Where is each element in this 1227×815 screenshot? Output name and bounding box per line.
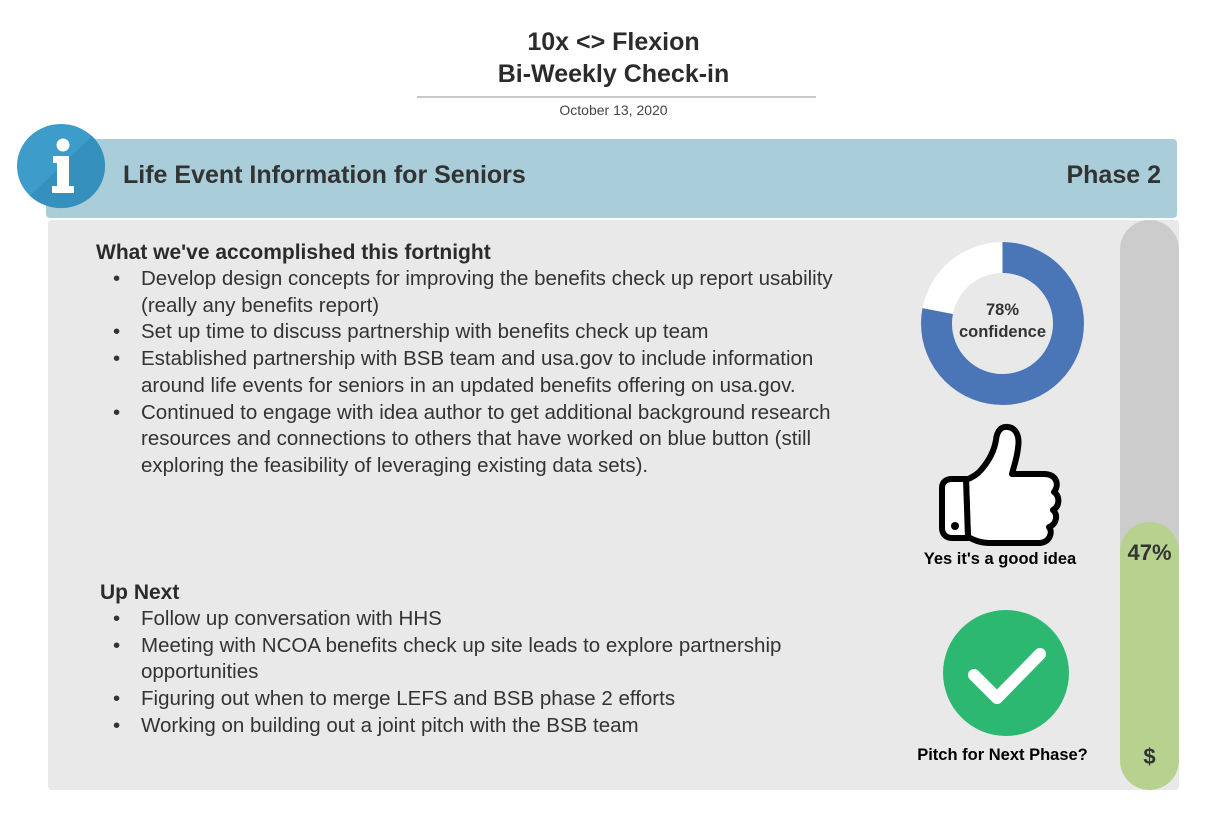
confidence-donut <box>921 242 1084 405</box>
list-item: Set up time to discuss partnership with … <box>97 319 847 346</box>
document-header: 10x <> Flexion Bi-Weekly Check-in <box>0 26 1227 90</box>
accomplished-list: Develop design concepts for improving th… <box>97 266 847 480</box>
document-title-line2: Bi-Weekly Check-in <box>497 60 730 88</box>
list-item: Working on building out a joint pitch wi… <box>97 713 877 740</box>
list-item: Figuring out when to merge LEFS and BSB … <box>97 686 877 713</box>
checkmark-circle-icon <box>943 610 1069 736</box>
project-phase: Phase 2 <box>1066 161 1161 189</box>
confidence-percent: 78% <box>985 301 1020 319</box>
good-idea-caption: Yes it's a good idea <box>923 550 1077 568</box>
donut-arc <box>921 242 1084 405</box>
confidence-text: confidence <box>958 323 1047 341</box>
list-item: Meeting with NCOA benefits check up site… <box>97 633 877 686</box>
list-item: Established partnership with BSB team an… <box>97 346 847 399</box>
project-banner <box>46 139 1177 218</box>
up-next-heading: Up Next <box>100 581 180 604</box>
progress-percent: 47% <box>1127 540 1172 565</box>
project-title: Life Event Information for Seniors <box>123 161 526 189</box>
list-item: Develop design concepts for improving th… <box>97 266 847 319</box>
up-next-list: Follow up conversation with HHS Meeting … <box>97 606 877 740</box>
funding-symbol: $ <box>1143 744 1156 769</box>
info-icon <box>17 124 106 209</box>
progress-bar <box>1120 220 1179 790</box>
accomplished-heading: What we've accomplished this fortnight <box>96 241 491 264</box>
thumbs-up-icon <box>939 423 1062 546</box>
header-divider <box>417 96 816 98</box>
document-title-line1: 10x <> Flexion <box>527 28 700 56</box>
confidence-label: 78% confidence <box>920 299 1085 343</box>
list-item: Follow up conversation with HHS <box>97 606 877 633</box>
pitch-caption: Pitch for Next Phase? <box>917 746 1088 764</box>
document-date: October 13, 2020 <box>559 102 668 118</box>
progress-bar-fill <box>1120 522 1179 790</box>
list-item: Continued to engage with idea author to … <box>97 400 847 480</box>
